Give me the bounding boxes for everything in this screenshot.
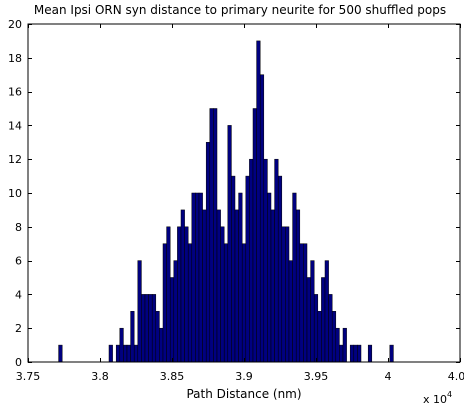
x-tick-label: 3.75 xyxy=(16,370,41,383)
histogram-bar xyxy=(292,192,297,363)
histogram-bar xyxy=(252,108,257,363)
y-tick-label: 8 xyxy=(15,221,22,234)
histogram-bar xyxy=(285,226,290,363)
y-tick-label: 0 xyxy=(15,356,22,369)
histogram-bar xyxy=(126,344,131,363)
x-tick-label: 4.05 xyxy=(448,370,464,383)
histogram-bar xyxy=(349,344,355,363)
y-tick-label: 12 xyxy=(8,153,22,166)
histogram-bar xyxy=(137,260,142,363)
histogram-bar xyxy=(256,40,261,363)
y-tick-label: 14 xyxy=(8,119,22,132)
histogram-bar xyxy=(169,277,175,363)
histogram-bar xyxy=(119,327,124,363)
histogram-bar xyxy=(151,294,157,363)
histogram-bar xyxy=(357,344,362,363)
histogram-bar xyxy=(216,209,221,363)
histogram-bar xyxy=(115,344,121,363)
x-axis-exponent-label: x 104 xyxy=(423,390,452,405)
histogram-bar xyxy=(259,74,265,363)
y-tick-label: 16 xyxy=(8,86,22,99)
histogram-bar xyxy=(288,260,293,363)
histogram-bar xyxy=(202,209,207,363)
x-tick-label: 3.8 xyxy=(91,370,109,383)
chart-title: Mean Ipsi ORN syn distance to primary ne… xyxy=(34,3,446,17)
histogram-bar xyxy=(133,344,139,363)
histogram-bar xyxy=(141,294,146,363)
histogram-bar xyxy=(184,226,189,363)
histogram-bar xyxy=(321,277,326,363)
histogram-bar xyxy=(328,294,333,363)
x-axis-exponent-power: 4 xyxy=(447,390,452,399)
histogram-bar xyxy=(166,226,171,363)
histogram-bar xyxy=(317,311,322,363)
histogram-bar xyxy=(123,344,128,363)
histogram-bar xyxy=(198,192,203,363)
y-tick-label: 6 xyxy=(15,255,22,268)
histogram-bar xyxy=(238,192,243,363)
histogram-bar xyxy=(227,125,232,363)
histogram-bar xyxy=(299,243,304,363)
x-axis-exponent-base: x 10 xyxy=(423,393,447,405)
x-tick-label: 3.85 xyxy=(160,370,185,383)
histogram-bar xyxy=(306,277,311,363)
histogram-bar xyxy=(331,311,337,363)
histogram-bar xyxy=(270,209,275,363)
ticks-group: 3.75 3.8 3.85 3.9 3.95 4 4.05 0 2 4 6 8 10 12 14 16 18 20 xyxy=(8,18,464,383)
histogram-bar xyxy=(58,344,63,363)
y-tick-label: 2 xyxy=(15,322,22,335)
histogram-bar xyxy=(108,344,113,363)
histogram-bar xyxy=(249,158,254,363)
histogram-bar xyxy=(162,243,167,363)
histogram-bar xyxy=(177,226,182,363)
x-tick-label: 3.9 xyxy=(235,370,253,383)
histogram-bar xyxy=(245,175,250,363)
histogram-bar xyxy=(353,344,358,363)
histogram-bar xyxy=(241,243,247,363)
histogram-bar xyxy=(263,158,268,363)
x-axis-label: Path Distance (nm) xyxy=(186,387,301,401)
x-tick-label: 4 xyxy=(385,370,392,383)
histogram-bar xyxy=(223,243,229,363)
histogram-bar xyxy=(205,142,211,363)
histogram-bar xyxy=(195,192,200,363)
histogram-bar xyxy=(155,311,160,363)
x-tick-label: 3.95 xyxy=(304,370,329,383)
histogram-bar xyxy=(295,209,301,363)
histogram-bar xyxy=(234,209,239,363)
axes-frame xyxy=(27,23,461,363)
histogram-bar xyxy=(324,260,329,363)
y-tick-label: 10 xyxy=(8,187,22,200)
histogram-bar xyxy=(148,294,153,363)
histogram-bar xyxy=(367,344,373,363)
histogram-bar xyxy=(389,344,394,363)
histogram-bar xyxy=(303,243,308,363)
y-tick-label: 20 xyxy=(8,18,22,31)
histogram-bar xyxy=(144,294,149,363)
histogram-bar xyxy=(277,175,283,363)
y-tick-label: 4 xyxy=(15,288,22,301)
histogram-bar xyxy=(339,344,344,363)
histogram-bar xyxy=(274,158,279,363)
histogram-bar xyxy=(159,327,164,363)
y-tick-label: 18 xyxy=(8,52,22,65)
histogram-bar xyxy=(335,327,340,363)
histogram-bar xyxy=(187,243,193,363)
histogram-bar xyxy=(310,260,315,363)
histogram-bar xyxy=(213,108,218,363)
histogram-bar xyxy=(220,226,225,363)
histogram-bar xyxy=(130,311,135,363)
histogram-bar xyxy=(267,192,272,363)
histogram-bar xyxy=(342,327,347,363)
histogram-bar xyxy=(173,260,178,363)
histogram-bar xyxy=(191,192,196,363)
histogram-bar xyxy=(313,294,319,363)
histogram-bar xyxy=(231,175,236,363)
bars-group xyxy=(58,40,394,363)
histogram-bar xyxy=(180,209,185,363)
histogram-bar xyxy=(281,226,286,363)
histogram-bar xyxy=(209,108,214,363)
